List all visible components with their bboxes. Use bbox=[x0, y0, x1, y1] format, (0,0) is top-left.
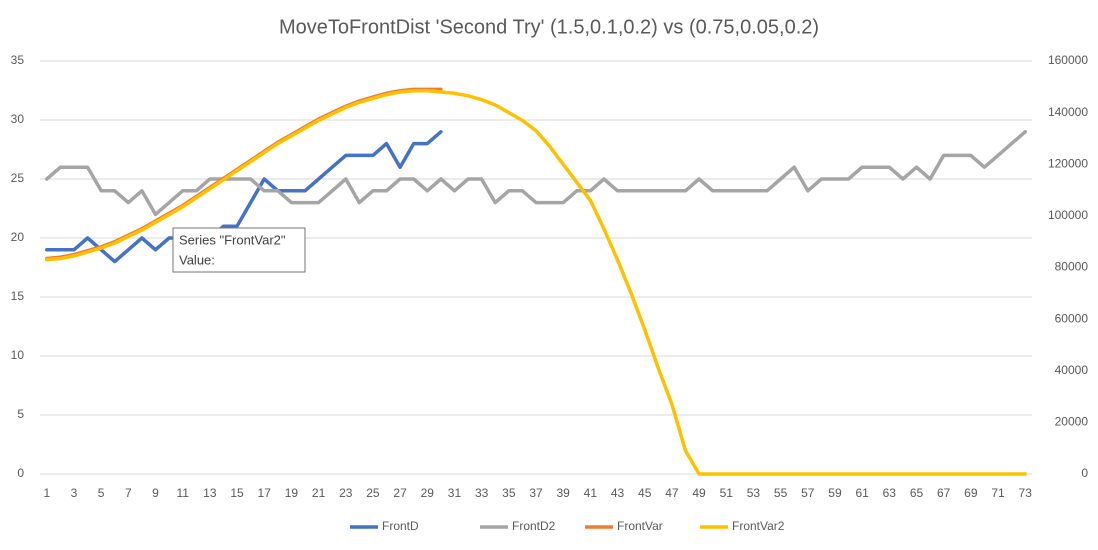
series-line bbox=[45, 130, 443, 264]
x-tick-label: 5 bbox=[98, 486, 105, 500]
y2-tick-label: 20000 bbox=[1055, 415, 1089, 429]
y2-tick-label: 100000 bbox=[1048, 208, 1088, 222]
x-tick-label: 13 bbox=[203, 486, 217, 500]
x-tick-label: 51 bbox=[720, 486, 734, 500]
x-tick-label: 31 bbox=[448, 486, 462, 500]
x-tick-label: 33 bbox=[475, 486, 489, 500]
x-tick-label: 49 bbox=[692, 486, 706, 500]
x-tick-label: 73 bbox=[1019, 486, 1033, 500]
series-line bbox=[45, 88, 1027, 476]
x-tick-label: 37 bbox=[529, 486, 543, 500]
tooltip-label: Value: bbox=[179, 252, 215, 267]
y-tick-label: 15 bbox=[11, 289, 25, 303]
y-tick-label: 10 bbox=[11, 348, 25, 362]
x-tick-label: 47 bbox=[665, 486, 679, 500]
x-tick-label: 29 bbox=[421, 486, 435, 500]
y2-tick-label: 140000 bbox=[1048, 105, 1088, 119]
x-tick-label: 25 bbox=[366, 486, 380, 500]
y-tick-label: 5 bbox=[17, 407, 24, 421]
x-tick-label: 7 bbox=[125, 486, 132, 500]
x-tick-label: 21 bbox=[312, 486, 326, 500]
x-tick-label: 23 bbox=[339, 486, 353, 500]
y2-tick-label: 160000 bbox=[1048, 53, 1088, 67]
x-tick-label: 55 bbox=[774, 486, 788, 500]
legend-label: FrontVar2 bbox=[732, 519, 785, 533]
x-tick-label: 39 bbox=[556, 486, 570, 500]
y-tick-label: 35 bbox=[11, 53, 25, 67]
x-tick-label: 61 bbox=[855, 486, 869, 500]
y2-tick-label: 60000 bbox=[1055, 311, 1089, 325]
y-tick-label: 0 bbox=[17, 466, 24, 480]
y2-tick-label: 80000 bbox=[1055, 260, 1089, 274]
x-tick-label: 43 bbox=[611, 486, 625, 500]
x-tick-label: 67 bbox=[937, 486, 951, 500]
x-tick-label: 57 bbox=[801, 486, 815, 500]
y2-tick-label: 120000 bbox=[1048, 156, 1088, 170]
y2-tick-label: 40000 bbox=[1055, 363, 1089, 377]
x-tick-label: 15 bbox=[230, 486, 244, 500]
x-tick-label: 17 bbox=[258, 486, 272, 500]
x-tick-label: 3 bbox=[71, 486, 78, 500]
x-tick-label: 59 bbox=[828, 486, 842, 500]
x-tick-label: 71 bbox=[991, 486, 1005, 500]
x-tick-label: 65 bbox=[910, 486, 924, 500]
tooltip-series: Series "FrontVar2" bbox=[179, 232, 286, 247]
tooltip-box bbox=[172, 227, 306, 273]
x-tick-label: 27 bbox=[393, 486, 407, 500]
chart-title: MoveToFrontDist 'Second Try' (1.5,0.1,0.… bbox=[279, 16, 819, 38]
x-tick-label: 69 bbox=[964, 486, 978, 500]
x-tick-label: 63 bbox=[883, 486, 897, 500]
x-tick-label: 41 bbox=[584, 486, 598, 500]
y-tick-label: 30 bbox=[11, 112, 25, 126]
y-tick-label: 25 bbox=[11, 171, 25, 185]
y2-tick-label: 0 bbox=[1081, 466, 1088, 480]
x-tick-label: 1 bbox=[43, 486, 50, 500]
legend-label: FrontD bbox=[382, 519, 419, 533]
x-tick-label: 19 bbox=[285, 486, 299, 500]
y-tick-label: 20 bbox=[11, 230, 25, 244]
legend-label: FrontD2 bbox=[512, 519, 556, 533]
x-tick-label: 45 bbox=[638, 486, 652, 500]
x-tick-label: 9 bbox=[152, 486, 159, 500]
legend-label: FrontVar bbox=[617, 519, 663, 533]
x-tick-label: 53 bbox=[747, 486, 761, 500]
x-tick-label: 35 bbox=[502, 486, 516, 500]
series-line bbox=[45, 130, 1027, 217]
x-tick-label: 11 bbox=[176, 486, 189, 500]
